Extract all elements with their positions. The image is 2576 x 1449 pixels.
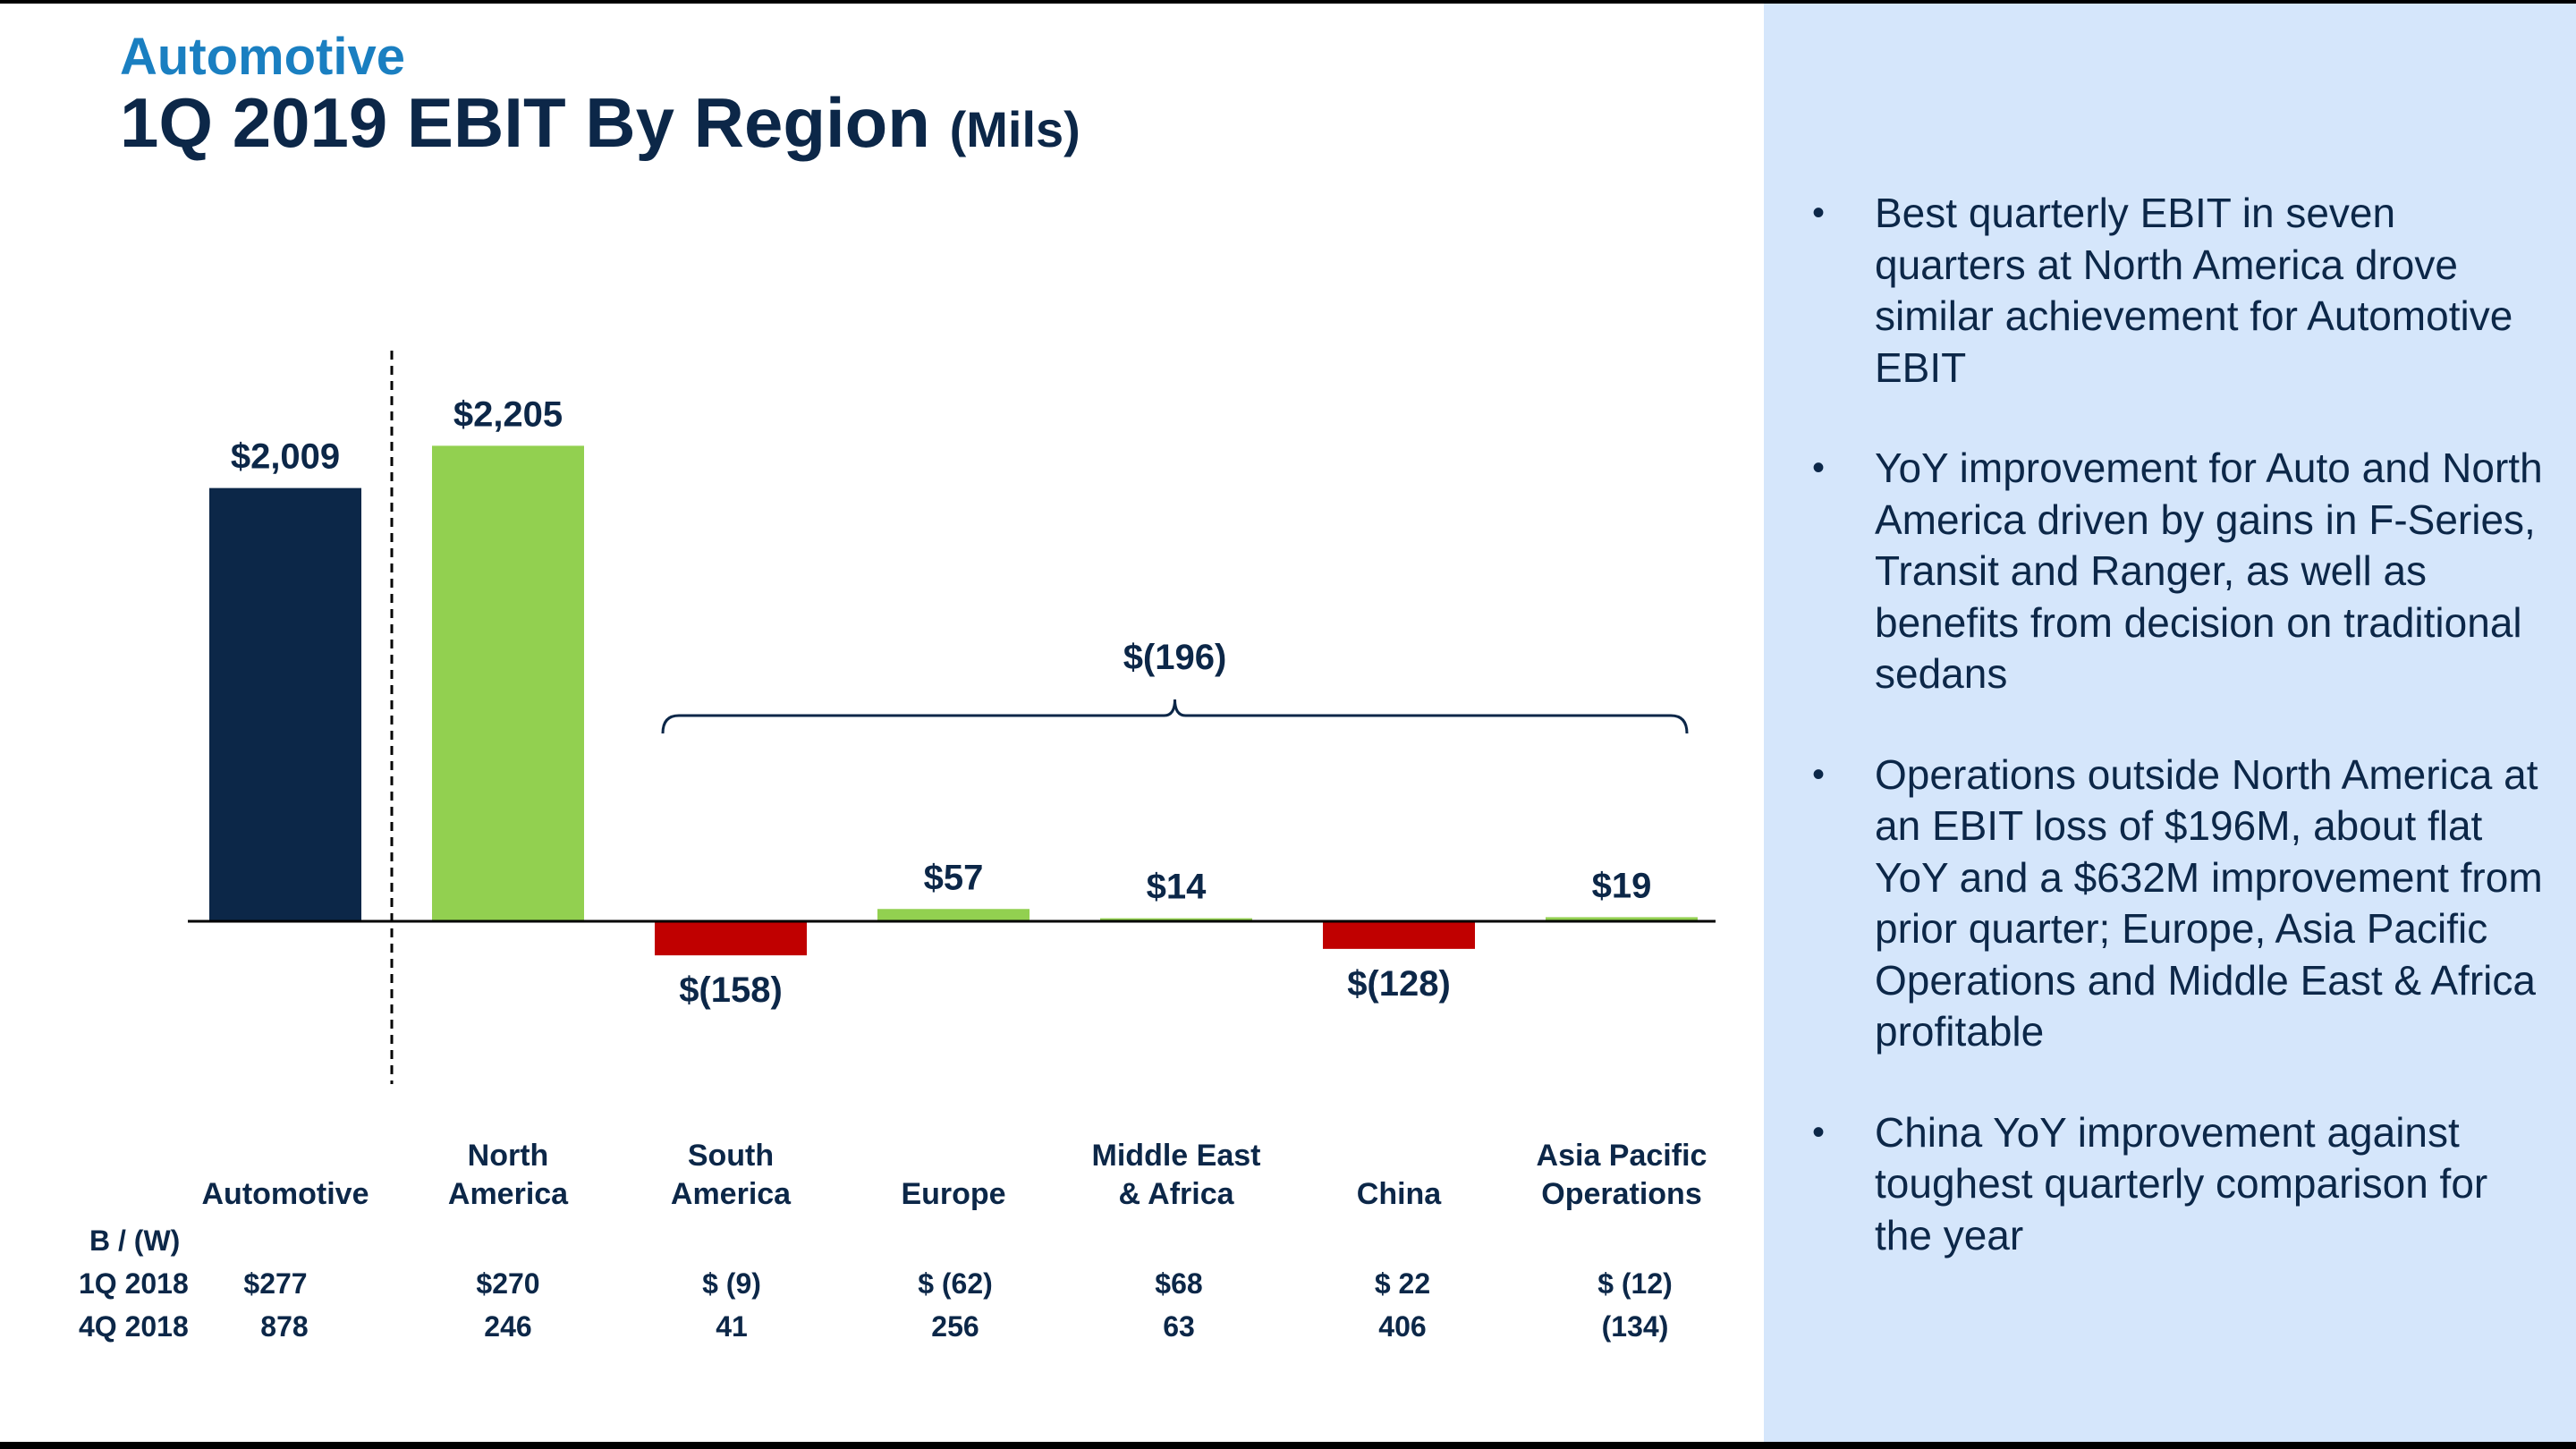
category-label: America [671,1177,792,1211]
bullet-text: China YoY improvement against toughest q… [1875,1108,2488,1258]
title-unit: (Mils) [949,101,1080,157]
slide-title-text: 1Q 2019 EBIT By Region [120,83,930,162]
bullet-text: YoY improvement for Auto and North Ameri… [1875,445,2543,697]
bar-1 [432,445,584,921]
bullet-text: Operations outside North America at an E… [1875,750,2543,1055]
value-label: $2,009 [231,437,340,477]
category-label: Asia Pacific [1537,1139,1707,1173]
bullet-dot: • [1812,193,1826,233]
bullet-item: • YoY improvement for Auto and North Amer… [1812,443,2555,700]
commentary-panel [1764,4,2576,1442]
table-cell: (134) [1602,1310,1669,1343]
table-cell: $ (62) [918,1267,993,1300]
category-label: Automotive [202,1177,369,1211]
category-label: North [468,1139,549,1173]
section-label: Automotive [120,28,405,86]
table-cell: 41 [716,1310,748,1343]
category-label: Europe [901,1177,1005,1211]
slide-title: 1Q 2019 EBIT By Region (Mils) [120,82,1080,164]
table-cell: 406 [1378,1310,1426,1343]
table-row-label: 1Q 2018 [79,1267,189,1300]
bullet-dot: • [1812,448,1826,487]
ebit-bar-chart: $2,009 $2,205 $(158) $57 $14 $(128) $19 $(196) A… [79,351,1716,1343]
value-label: $(158) [679,970,783,1010]
value-label: $19 [1592,866,1652,905]
category-label: China [1357,1177,1443,1211]
table-cell: $ (12) [1597,1267,1673,1300]
bullet-dot: • [1812,754,1826,794]
bottom-border [0,1442,2576,1449]
category-label: South [688,1139,774,1173]
value-label: $14 [1147,868,1207,907]
table-cell: $277 [243,1267,307,1300]
table-cell: $ 22 [1375,1267,1430,1300]
bar-6 [1546,917,1698,921]
category-label: & Africa [1118,1177,1234,1211]
table-row-label: 4Q 2018 [79,1310,189,1343]
bullet-item: • Best quarterly EBIT in seven quarters a… [1812,188,2555,394]
bullet-dot: • [1812,1112,1826,1152]
table-cell: 246 [484,1310,531,1343]
category-label: America [448,1177,569,1211]
bullet-item: • China YoY improvement against toughest … [1812,1107,2555,1262]
commentary-list: • Best quarterly EBIT in seven quarters a… [1812,188,2555,1310]
table-cell: $68 [1155,1267,1202,1300]
value-label: $(128) [1347,964,1451,1004]
value-label: $2,205 [453,394,563,434]
bar-5 [1323,921,1475,949]
category-label: Operations [1541,1177,1701,1211]
bar-3 [877,909,1030,921]
table-header-label: B / (W) [89,1224,180,1257]
category-label: Middle East [1092,1139,1261,1173]
table-cell: 256 [931,1310,979,1343]
table-cell: 878 [260,1310,308,1343]
bullet-item: • Operations outside North America at an … [1812,750,2555,1058]
table-cell: 63 [1163,1310,1195,1343]
bullet-text: Best quarterly EBIT in seven quarters at… [1875,190,2513,391]
regions-bracket [661,699,1689,734]
bar-0 [209,487,361,921]
value-label: $57 [924,858,984,897]
table-cell: $ (9) [702,1267,761,1300]
bar-4 [1100,918,1252,921]
bar-2 [655,921,807,956]
table-cell: $270 [476,1267,539,1300]
bracket-label: $(196) [1123,638,1227,677]
top-border [0,0,2576,4]
